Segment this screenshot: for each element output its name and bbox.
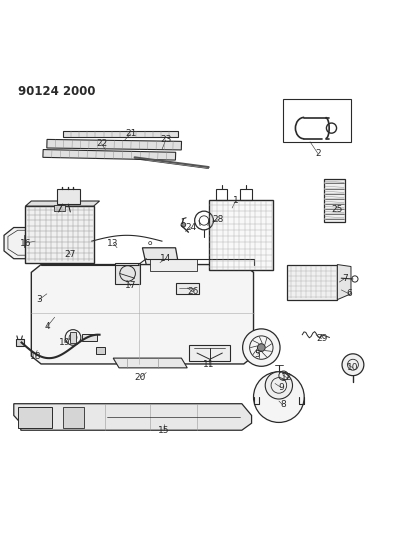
Text: 25: 25 [332, 206, 343, 214]
Text: 17: 17 [125, 281, 136, 290]
Bar [96, 347, 105, 354]
Text: 15: 15 [158, 426, 169, 435]
Bar [240, 189, 252, 200]
Bar [63, 407, 84, 428]
Polygon shape [47, 140, 182, 150]
Text: 27: 27 [65, 251, 76, 260]
Polygon shape [31, 264, 253, 364]
Bar [16, 338, 24, 346]
Circle shape [243, 329, 280, 366]
Text: 18: 18 [30, 352, 41, 361]
Circle shape [265, 372, 292, 399]
Polygon shape [113, 358, 187, 368]
Text: 10: 10 [347, 364, 359, 373]
Polygon shape [142, 248, 179, 270]
Text: 90124 2000: 90124 2000 [18, 85, 95, 98]
Text: 8: 8 [280, 400, 286, 409]
Bar [82, 334, 97, 341]
Polygon shape [63, 131, 178, 137]
Bar [70, 332, 76, 343]
Bar [19, 407, 52, 428]
Text: 28: 28 [213, 215, 224, 224]
Polygon shape [337, 264, 351, 300]
Text: 9: 9 [278, 383, 284, 392]
Polygon shape [26, 201, 100, 206]
Bar [54, 205, 65, 211]
Polygon shape [14, 403, 252, 430]
Text: 3: 3 [36, 295, 42, 304]
Bar [176, 283, 199, 294]
Text: 29: 29 [316, 334, 327, 343]
Circle shape [253, 372, 304, 423]
Bar [209, 200, 273, 270]
Bar [57, 189, 80, 204]
Circle shape [257, 344, 265, 351]
Text: 4: 4 [44, 322, 50, 332]
Circle shape [342, 354, 364, 376]
Text: 20: 20 [135, 373, 146, 382]
Text: 5: 5 [255, 350, 260, 359]
Bar [216, 189, 227, 200]
Text: 22: 22 [96, 139, 107, 148]
Bar [150, 259, 197, 271]
Bar [115, 263, 141, 284]
Bar [287, 264, 337, 300]
Text: 19: 19 [59, 338, 70, 347]
Bar [63, 235, 80, 246]
Polygon shape [189, 345, 230, 361]
Text: 23: 23 [160, 135, 171, 144]
Text: 24: 24 [186, 223, 197, 232]
Bar [324, 179, 345, 222]
Polygon shape [4, 228, 92, 259]
Bar [283, 99, 351, 142]
Text: 7: 7 [342, 273, 348, 282]
Circle shape [181, 222, 186, 227]
Text: 21: 21 [125, 130, 136, 139]
Text: 2: 2 [315, 149, 321, 158]
Text: 26: 26 [188, 287, 199, 296]
Text: 1: 1 [233, 196, 239, 205]
Text: 6: 6 [346, 289, 352, 298]
Text: 13: 13 [108, 239, 119, 248]
Text: 11: 11 [203, 360, 214, 369]
Text: 16: 16 [20, 239, 31, 248]
Text: 12: 12 [281, 373, 292, 382]
Bar [24, 235, 59, 247]
Text: 14: 14 [160, 254, 171, 263]
Circle shape [89, 239, 94, 244]
Bar [26, 206, 94, 263]
Polygon shape [43, 150, 176, 160]
